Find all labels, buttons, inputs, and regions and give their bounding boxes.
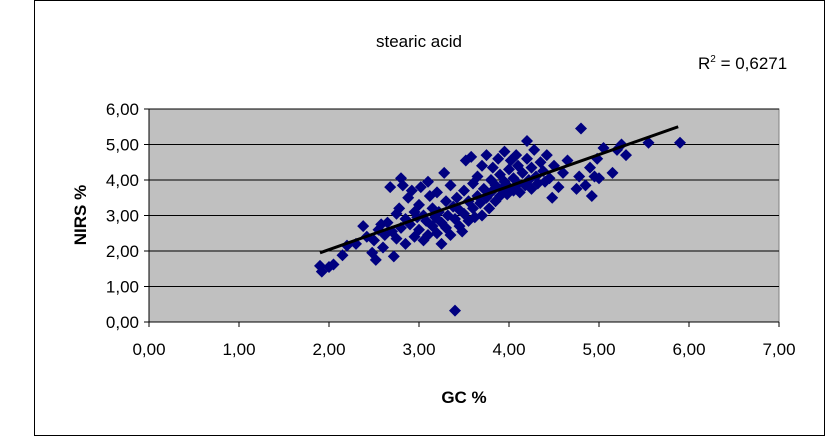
chart-title: stearic acid: [376, 32, 462, 51]
x-tick-label: 5,00: [582, 340, 615, 359]
data-point: [540, 149, 553, 162]
y-tick-label: 3,00: [106, 207, 139, 226]
data-point: [396, 179, 409, 192]
data-point: [413, 198, 425, 211]
data-point: [525, 161, 538, 174]
data-point: [435, 237, 448, 250]
trendline: [319, 125, 679, 255]
data-point: [570, 182, 583, 195]
x-tick-label: 2,00: [312, 340, 345, 359]
data-point: [521, 134, 533, 147]
x-axis-label: GC %: [441, 388, 486, 407]
chart-svg: stearic acid R2 = 0,6271 0,00 1,00 2,00 3,0…: [71, 32, 796, 407]
y-tick-label: 4,00: [106, 171, 139, 190]
data-point: [503, 163, 515, 176]
data-point: [516, 166, 529, 179]
data-point: [327, 258, 340, 271]
data-point: [467, 202, 479, 215]
data-point: [449, 304, 461, 317]
data-point: [552, 181, 565, 194]
x-tick-label: 6,00: [672, 340, 705, 359]
data-point: [456, 225, 469, 238]
data-point: [413, 223, 425, 236]
data-point: [528, 143, 541, 156]
r-squared-label: R2 = 0,6271: [698, 54, 787, 73]
chart-frame: stearic acid R2 = 0,6271 0,00 1,00 2,00 3,0…: [34, 0, 825, 436]
data-point: [357, 220, 370, 233]
y-tick-label: 5,00: [106, 136, 139, 155]
data-point: [534, 156, 547, 169]
data-point: [390, 232, 403, 245]
data-point: [513, 186, 526, 199]
y-tick-label: 2,00: [106, 242, 139, 261]
data-point: [336, 249, 349, 262]
x-tick-label: 0,00: [132, 340, 165, 359]
grid-lines: [149, 108, 779, 287]
data-point: [444, 229, 457, 242]
tick-labels: 0,00 1,00 2,00 3,00 4,00 5,00 6,00 7,00 0,00 1,00…: [106, 100, 796, 359]
data-point: [431, 227, 443, 240]
data-point: [458, 184, 470, 197]
data-point: [674, 136, 686, 149]
data-point: [368, 234, 380, 247]
data-point: [579, 179, 592, 192]
data-point: [381, 216, 394, 229]
data-point: [521, 152, 533, 165]
y-tick-label: 1,00: [106, 278, 139, 297]
data-point: [584, 161, 596, 174]
data-point: [450, 191, 463, 204]
data-point: [465, 150, 478, 163]
data-points: [314, 122, 686, 317]
data-point: [593, 172, 605, 185]
axes: [144, 108, 780, 327]
data-point: [405, 184, 418, 197]
data-point: [620, 149, 632, 162]
data-point: [543, 172, 556, 185]
data-point: [510, 149, 523, 162]
data-point: [387, 250, 400, 263]
data-point: [606, 166, 619, 179]
y-tick-label: 6,00: [106, 100, 139, 119]
data-point: [480, 149, 493, 162]
data-point: [585, 189, 598, 202]
x-tick-label: 7,00: [762, 340, 795, 359]
data-point: [483, 202, 496, 215]
r-squared-value: = 0,6271: [716, 54, 787, 73]
data-point: [444, 179, 457, 192]
data-point: [422, 175, 434, 188]
data-point: [492, 152, 505, 165]
trendline-line: [319, 125, 679, 255]
data-point: [575, 122, 587, 135]
x-tick-label: 1,00: [222, 340, 255, 359]
data-point: [476, 209, 488, 222]
r-squared-r: R: [698, 54, 710, 73]
data-point: [440, 195, 452, 208]
data-point: [369, 253, 382, 266]
x-tick-label: 3,00: [402, 340, 435, 359]
data-point: [498, 145, 511, 158]
r-squared-superscript: 2: [710, 54, 716, 65]
data-point: [546, 191, 559, 204]
data-point: [384, 181, 397, 194]
data-point: [377, 241, 389, 254]
data-point: [422, 229, 434, 242]
y-axis-label: NIRS %: [71, 185, 90, 245]
data-point: [476, 159, 488, 172]
x-tick-label: 4,00: [492, 340, 525, 359]
y-tick-label: 0,00: [106, 313, 139, 332]
data-point: [431, 186, 443, 199]
data-point: [414, 181, 427, 194]
data-point: [399, 237, 412, 250]
data-point: [573, 170, 586, 183]
data-point: [486, 161, 499, 174]
data-point: [438, 166, 451, 179]
data-point: [393, 202, 406, 215]
data-point: [471, 170, 484, 183]
